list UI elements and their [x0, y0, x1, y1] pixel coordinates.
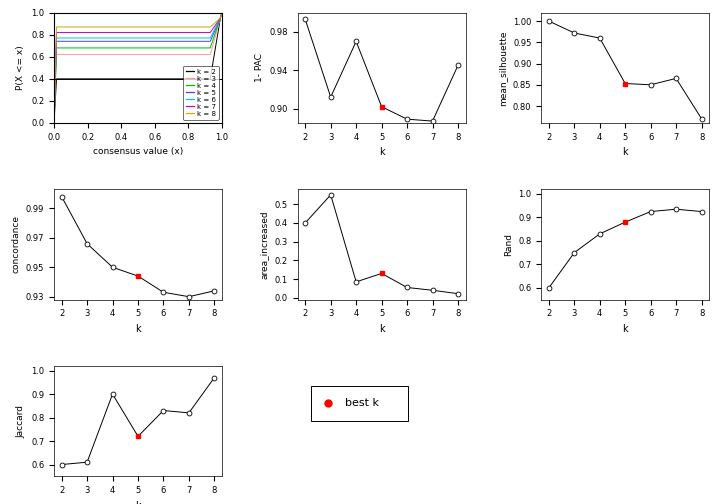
Legend: k = 2, k = 3, k = 4, k = 5, k = 6, k = 7, k = 8: k = 2, k = 3, k = 4, k = 5, k = 6, k = 7… — [183, 66, 219, 119]
Y-axis label: 1- PAC: 1- PAC — [255, 53, 264, 82]
X-axis label: k: k — [379, 324, 384, 334]
X-axis label: k: k — [622, 324, 628, 334]
Y-axis label: P(X <= x): P(X <= x) — [17, 45, 25, 90]
Y-axis label: concordance: concordance — [12, 215, 20, 274]
Text: best k: best k — [345, 399, 379, 408]
Y-axis label: Jaccard: Jaccard — [17, 405, 25, 437]
X-axis label: k: k — [135, 324, 141, 334]
X-axis label: k: k — [379, 147, 384, 157]
Y-axis label: Rand: Rand — [504, 233, 513, 256]
X-axis label: consensus value (x): consensus value (x) — [93, 147, 183, 156]
X-axis label: k: k — [135, 500, 141, 504]
X-axis label: k: k — [622, 147, 628, 157]
Y-axis label: mean_silhouette: mean_silhouette — [498, 30, 508, 105]
Y-axis label: area_increased: area_increased — [260, 210, 269, 279]
